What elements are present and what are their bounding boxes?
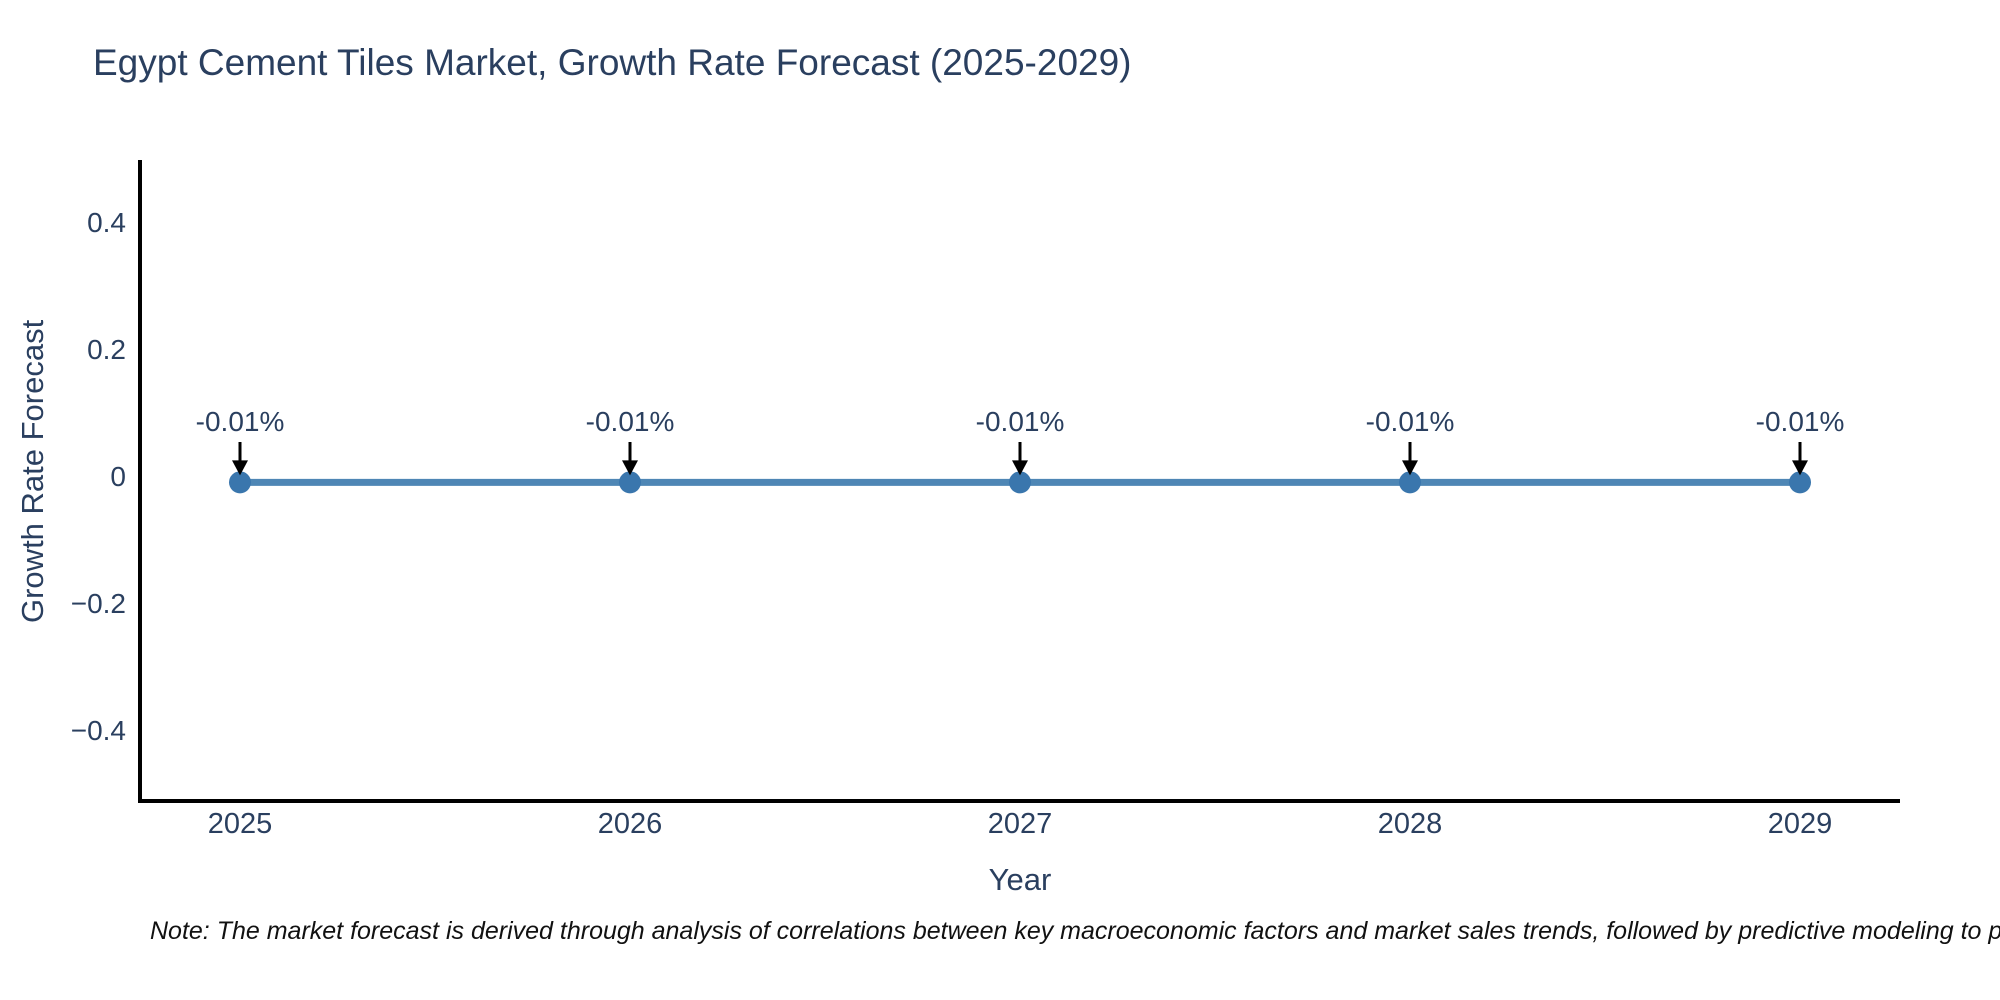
y-tick-label: −0.4: [71, 715, 126, 746]
y-tick-label: −0.2: [71, 588, 126, 619]
data-point-marker: [1789, 471, 1811, 494]
y-tick-label: 0: [110, 461, 126, 492]
x-tick-label: 2027: [988, 808, 1053, 840]
annotation-label: -0.01%: [1366, 406, 1455, 437]
footnote: Note: The market forecast is derived thr…: [150, 917, 2000, 945]
annotation-arrowhead: [622, 460, 638, 476]
data-point-marker: [619, 471, 641, 494]
x-axis-title: Year: [988, 862, 1052, 897]
chart-title: Egypt Cement Tiles Market, Growth Rate F…: [93, 42, 1132, 83]
x-tick-label: 2029: [1768, 808, 1833, 840]
x-tick-label: 2025: [208, 808, 273, 840]
data-point-marker: [1399, 471, 1421, 494]
annotation-arrowhead: [1792, 460, 1808, 476]
annotation-arrowhead: [1012, 460, 1028, 476]
data-point-marker: [1009, 471, 1031, 494]
x-tick-label: 2026: [598, 808, 663, 840]
annotation-arrowhead: [1402, 460, 1418, 476]
data-point-marker: [229, 471, 251, 494]
x-tick-label: 2028: [1378, 808, 1443, 840]
annotation-label: -0.01%: [976, 406, 1065, 437]
annotation-label: -0.01%: [586, 406, 675, 437]
y-tick-label: 0.2: [87, 334, 126, 365]
annotation-label: -0.01%: [196, 406, 285, 437]
y-tick-label: 0.4: [87, 207, 126, 238]
annotation-arrowhead: [232, 460, 248, 476]
annotation-label: -0.01%: [1756, 406, 1845, 437]
